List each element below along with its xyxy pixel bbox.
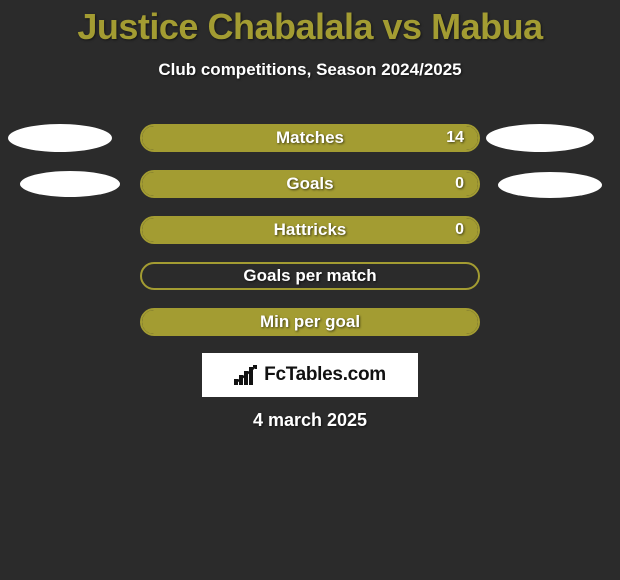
stat-bar: Goals 0 [140,170,480,198]
stat-label: Goals per match [142,264,478,288]
stat-label: Goals [142,172,478,196]
stat-row: Goals 0 [0,170,620,216]
stat-row: Hattricks 0 [0,216,620,262]
stat-label: Hattricks [142,218,478,242]
stat-value: 0 [455,218,464,242]
stat-bars: Matches 14 Goals 0 Hattricks 0 Goals per… [0,124,620,354]
stat-bar: Hattricks 0 [140,216,480,244]
stat-bar: Goals per match [140,262,480,290]
comparison-infographic: Justice Chabalala vs Mabua Club competit… [0,0,620,580]
logo-inner: FcTables.com [234,364,386,386]
page-title: Justice Chabalala vs Mabua [0,0,620,48]
stat-value: 14 [446,126,464,150]
stat-value: 0 [455,172,464,196]
stat-bar: Min per goal [140,308,480,336]
subtitle: Club competitions, Season 2024/2025 [0,60,620,80]
stat-bar: Matches 14 [140,124,480,152]
logo-text: FcTables.com [264,364,386,386]
stat-row: Matches 14 [0,124,620,170]
stat-label: Min per goal [142,310,478,334]
stat-label: Matches [142,126,478,150]
date-label: 4 march 2025 [0,410,620,431]
stat-row: Goals per match [0,262,620,308]
source-logo: FcTables.com [202,353,418,397]
bar-chart-icon [234,365,258,385]
stat-row: Min per goal [0,308,620,354]
